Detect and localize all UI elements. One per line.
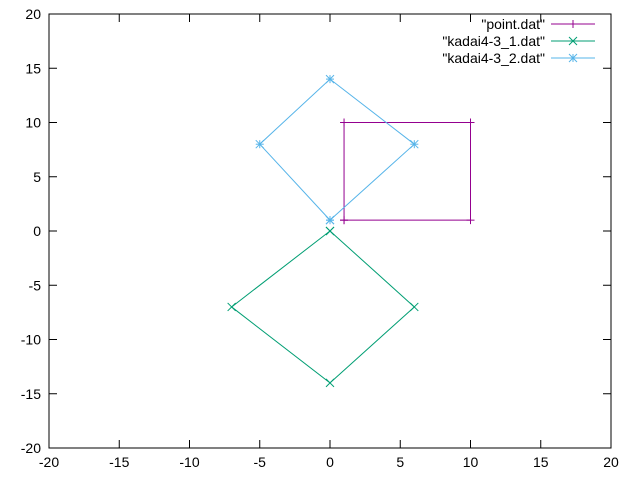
series-line (259, 78, 416, 221)
data-point (409, 302, 419, 312)
y-tick-label: -10 (21, 332, 41, 348)
data-point (340, 216, 349, 225)
x-tick-label: 15 (533, 454, 549, 470)
y-tick-label: -20 (21, 440, 41, 456)
x-tick-label: -5 (254, 454, 267, 470)
data-point (325, 226, 335, 236)
y-tick-label: -15 (21, 386, 41, 402)
legend-marker (569, 20, 577, 28)
x-tick-label: -15 (109, 454, 129, 470)
data-point (340, 118, 349, 127)
data-point (325, 215, 335, 225)
x-tick-label: 5 (396, 454, 404, 470)
x-tick-label: -20 (39, 454, 59, 470)
legend-entry: "kadai4-3_2.dat" (442, 50, 595, 66)
legend-label: "kadai4-3_1.dat" (442, 33, 545, 49)
y-tick-label: -5 (29, 277, 42, 293)
data-point (466, 118, 475, 127)
data-point (325, 378, 335, 388)
y-tick-label: 20 (25, 6, 41, 22)
series-3 (255, 74, 419, 225)
x-tick-label: -10 (179, 454, 199, 470)
legend-label: "kadai4-3_2.dat" (442, 50, 545, 66)
legend-marker (568, 53, 578, 63)
x-tick-label: 20 (603, 454, 619, 470)
legend: "point.dat""kadai4-3_1.dat""kadai4-3_2.d… (442, 16, 595, 66)
x-axis: -20 -15 -10 -5 0 5 10 15 20 (39, 14, 619, 470)
series-2 (227, 226, 419, 388)
y-tick-label: 15 (25, 60, 41, 76)
series-1 (340, 118, 475, 225)
data-point (325, 74, 335, 84)
data-point (255, 139, 265, 149)
x-tick-label: 10 (463, 454, 479, 470)
legend-entry: "kadai4-3_1.dat" (442, 33, 595, 49)
series-layer (227, 74, 475, 388)
legend-marker (568, 36, 578, 46)
x-tick-label: 0 (326, 454, 334, 470)
y-tick-label: 5 (33, 169, 41, 185)
legend-label: "point.dat" (481, 16, 545, 32)
data-point (409, 139, 419, 149)
legend-entry: "point.dat" (481, 16, 595, 32)
y-axis: -20 -15 -10 -5 0 5 10 15 20 (21, 6, 611, 456)
series-line (230, 230, 416, 384)
series-line (343, 122, 471, 221)
data-point (227, 302, 237, 312)
data-point (466, 216, 475, 225)
y-tick-label: 10 (25, 115, 41, 131)
y-tick-label: 0 (33, 223, 41, 239)
